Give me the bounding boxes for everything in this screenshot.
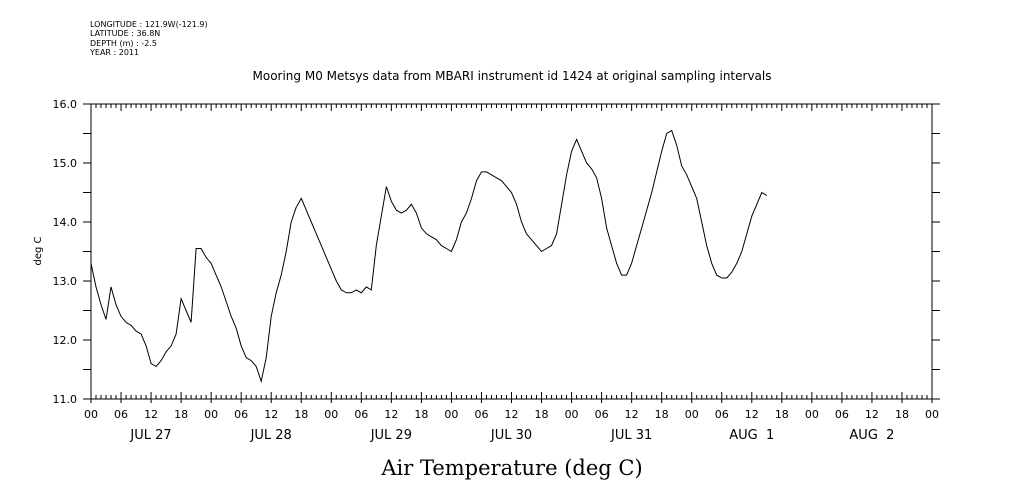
air-temperature-series-line [90, 129, 768, 384]
y-tick-label: 12.0 [53, 334, 78, 347]
x-tick-label: 00 [565, 408, 579, 421]
x-tick-label: 18 [535, 408, 549, 421]
x-tick-label: 12 [264, 408, 278, 421]
x-tick-label: 00 [324, 408, 338, 421]
x-tick-label: 00 [925, 408, 939, 421]
y-axis-label: deg C [33, 236, 44, 265]
day-label: JUL 31 [610, 428, 652, 443]
x-tick-label: 00 [685, 408, 699, 421]
year-label: YEAR : 2011 [90, 47, 140, 57]
x-tick-label: 12 [144, 408, 158, 421]
x-tick-label: 18 [775, 408, 789, 421]
longitude-label: LONGITUDE : 121.9W(-121.9) [90, 20, 208, 29]
y-tick-labels: 11.0 12.0 13.0 14.0 15.0 16.0 [53, 98, 78, 406]
day-label: JUL 30 [490, 428, 532, 443]
y-tick-label: 11.0 [53, 393, 78, 406]
x-tick-label: 18 [895, 408, 909, 421]
x-tick-label: 06 [114, 408, 128, 421]
y-tick-label: 16.0 [53, 98, 78, 111]
x-tick-label: 06 [234, 408, 248, 421]
x-tick-label: 18 [414, 408, 428, 421]
day-label: AUG 2 [849, 428, 894, 443]
x-tick-label: 18 [294, 408, 308, 421]
x-tick-label: 00 [805, 408, 819, 421]
chart-title: Mooring M0 Metsys data from MBARI instru… [253, 69, 772, 83]
latitude-label: LATITUDE : 36.8N [90, 29, 161, 39]
x-tick-labels: 00 06 12 18 00 06 12 18 00 06 12 18 00 06 12 18 00 06 12 18… [84, 408, 939, 421]
x-tick-label: 06 [835, 408, 849, 421]
x-tick-label: 12 [745, 408, 759, 421]
x-axis-label: Air Temperature (deg C) [380, 456, 642, 480]
x-tick-label: 18 [174, 408, 188, 421]
x-tick-label: 12 [865, 408, 879, 421]
x-tick-label: 06 [354, 408, 368, 421]
x-tick-label: 12 [505, 408, 519, 421]
x-tick-label: 00 [444, 408, 458, 421]
plot-frame [90, 103, 933, 400]
x-tick-label: 12 [625, 408, 639, 421]
metadata-block: LONGITUDE : 121.9W(-121.9) LATITUDE : 36… [90, 20, 208, 57]
x-tick-label: 06 [595, 408, 609, 421]
y-tick-label: 15.0 [53, 157, 78, 170]
y-tick-label: 13.0 [53, 275, 78, 288]
day-label: JUL 28 [250, 428, 292, 443]
x-tick-label: 12 [384, 408, 398, 421]
depth-label: DEPTH (m) : -2.5 [90, 38, 157, 48]
day-labels: JUL 27 JUL 28 JUL 29 JUL 30 JUL 31 AUG 1 AUG 2 [129, 428, 894, 443]
day-label: AUG 1 [729, 428, 774, 443]
x-tick-label: 18 [655, 408, 669, 421]
x-tick-label: 06 [474, 408, 488, 421]
day-label: JUL 27 [129, 428, 171, 443]
day-label: JUL 29 [370, 428, 412, 443]
x-tick-label: 00 [204, 408, 218, 421]
y-tick-label: 14.0 [53, 216, 78, 229]
x-tick-label: 00 [84, 408, 98, 421]
axis-ticks [83, 103, 940, 403]
x-tick-label: 06 [715, 408, 729, 421]
